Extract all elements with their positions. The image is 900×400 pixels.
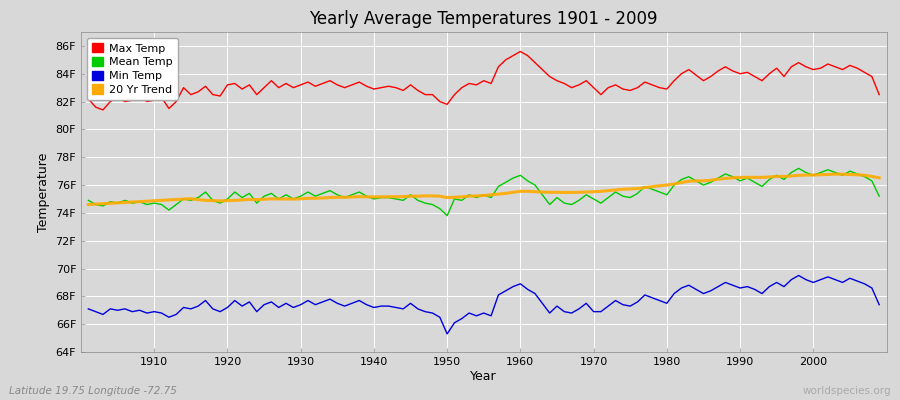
Legend: Max Temp, Mean Temp, Min Temp, 20 Yr Trend: Max Temp, Mean Temp, Min Temp, 20 Yr Tre… (86, 38, 178, 100)
Text: Latitude 19.75 Longitude -72.75: Latitude 19.75 Longitude -72.75 (9, 386, 177, 396)
X-axis label: Year: Year (471, 370, 497, 383)
Title: Yearly Average Temperatures 1901 - 2009: Yearly Average Temperatures 1901 - 2009 (310, 10, 658, 28)
Text: worldspecies.org: worldspecies.org (803, 386, 891, 396)
Y-axis label: Temperature: Temperature (37, 152, 50, 232)
